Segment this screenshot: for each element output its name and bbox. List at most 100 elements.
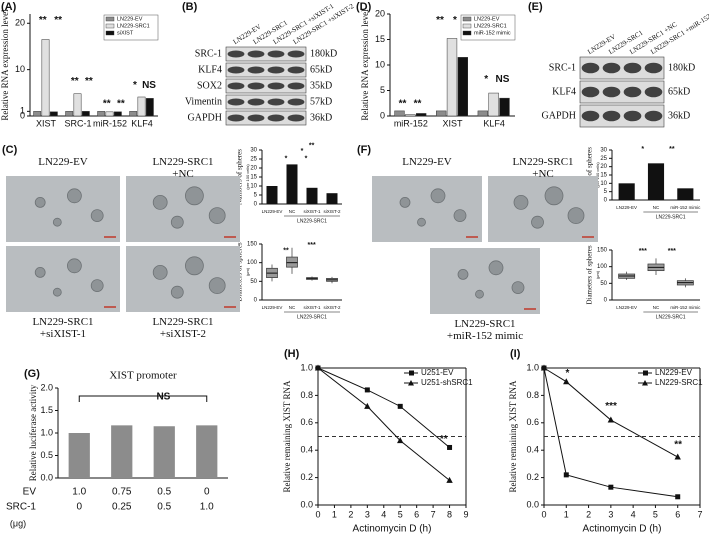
bar: [618, 183, 635, 200]
annotation: **: [117, 98, 125, 109]
panel-label: (E): [528, 1, 543, 13]
sphere: [531, 215, 544, 229]
sphere: [170, 285, 184, 299]
blot-protein: GAPDH: [542, 110, 576, 121]
y-tick-label: 0.2: [300, 472, 313, 482]
x-tick-label: 3: [365, 509, 370, 519]
annotation: *: [133, 80, 137, 91]
sphere: [488, 260, 504, 276]
x-tick-label: 7: [697, 509, 702, 519]
blot-strip: [225, 62, 307, 78]
bar: [266, 186, 278, 204]
panel-label: (F): [357, 144, 371, 156]
panel-label: (B): [182, 1, 198, 13]
y-axis-label: Relative remaining XIST RNA: [508, 380, 518, 493]
bar: [97, 111, 106, 117]
bar: [394, 110, 405, 117]
y-tick-label: 10: [375, 59, 385, 69]
y-tick-label: 15: [375, 34, 385, 44]
x-tick-label: 2: [348, 509, 353, 519]
legend-label: LN229-EV: [655, 368, 693, 377]
annotation: **: [399, 98, 407, 109]
blot-size: 36kD: [310, 112, 332, 123]
table-cell: 0.5: [157, 487, 171, 498]
table-cell: 0: [204, 487, 210, 498]
y-tick-label: 0: [20, 110, 25, 120]
bar: [306, 187, 318, 204]
legend-label: siXIST: [117, 30, 134, 36]
blot-band: [227, 98, 245, 106]
legend-label: LN229-SRC1: [655, 378, 703, 387]
y-tick-label: 1.0: [300, 362, 313, 372]
sphere: [513, 194, 529, 210]
x-tick-label: miR-152: [93, 118, 127, 128]
x-tick-label: LN229-EV: [262, 305, 283, 310]
x-tick-label: 6: [414, 509, 419, 519]
x-tick-label: 9: [463, 509, 468, 519]
sphere: [457, 268, 469, 280]
panel-label: (H): [284, 348, 300, 360]
table-unit: (μg): [10, 518, 26, 528]
blot-strip: [579, 80, 665, 104]
bar: [196, 425, 218, 478]
annotation: **: [283, 248, 289, 255]
marker: [563, 378, 570, 385]
y-tick-label: 30: [600, 148, 607, 154]
blot-strip: [225, 110, 307, 126]
micrograph: [372, 176, 482, 242]
blot-band: [644, 110, 663, 122]
y-tick-label: 5: [604, 189, 608, 195]
sphere: [152, 194, 168, 210]
x-tick-label: LN229-EV: [616, 305, 637, 310]
x-tick-label: SRC-1: [64, 118, 91, 128]
micrograph-label: LN229-SRC1 +siXIST-2: [152, 316, 214, 340]
y-tick-label: 15: [600, 173, 607, 179]
x-tick-label: 8: [447, 509, 452, 519]
blot-protein: KLF4: [552, 86, 576, 97]
sphere: [152, 264, 168, 280]
blot-band: [287, 98, 305, 106]
y-axis-unit: (μm): [245, 267, 250, 276]
blot-band: [227, 82, 245, 90]
legend-label: LN229-SRC1: [117, 23, 150, 29]
micrograph-label: LN229-SRC1 +siXIST-1: [32, 316, 94, 340]
x-tick-label: 0: [541, 509, 546, 519]
x-tick-label: XIST: [442, 118, 463, 128]
bar: [286, 164, 298, 204]
bar: [499, 97, 510, 117]
blot-band: [247, 66, 265, 74]
series-line: [317, 367, 450, 448]
table-cell: 0.5: [157, 502, 171, 513]
legend-marker: [642, 380, 648, 386]
y-tick-label: 30: [250, 148, 257, 154]
bar: [145, 98, 154, 117]
y-tick-label: 150: [597, 248, 608, 254]
sphere: [544, 186, 564, 206]
group-label: LN229-SRC1: [297, 218, 327, 224]
blot-size: 180kD: [310, 48, 337, 59]
bar: [129, 111, 138, 117]
x-tick-label: 1: [332, 509, 337, 519]
blot-band: [581, 86, 600, 98]
blot-size: 57kD: [310, 96, 332, 107]
y-tick-label: 0.6: [300, 417, 313, 427]
legend-swatch: [462, 30, 472, 36]
x-tick-label: 1: [564, 509, 569, 519]
y-tick-label: 0.0: [40, 472, 53, 482]
blot-strip: [225, 78, 307, 94]
micrograph-label: LN229-SRC1 +miR-152 mimic: [446, 318, 524, 342]
bar: [326, 193, 338, 204]
blot-band: [267, 98, 285, 106]
x-tick-label: 2: [586, 509, 591, 519]
chart-title: XIST promoter: [109, 370, 177, 382]
table-row-name: SRC-1: [6, 502, 36, 513]
sphere: [430, 188, 446, 204]
series-line: [317, 367, 450, 481]
y-tick-label: 1: [20, 106, 25, 116]
sphere: [67, 258, 82, 274]
x-tick-label: 4: [381, 509, 386, 519]
marker: [563, 472, 569, 478]
blot-band: [623, 86, 642, 98]
marker: [540, 364, 548, 371]
annotation: **: [54, 15, 62, 26]
